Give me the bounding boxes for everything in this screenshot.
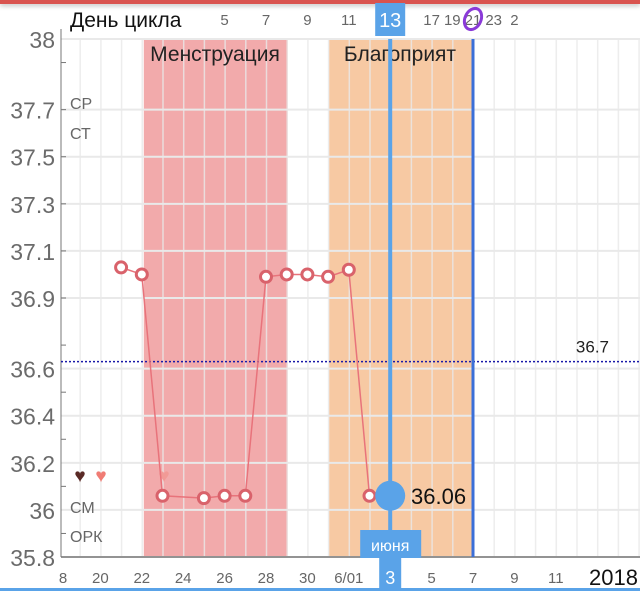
side-label-cm: СМ xyxy=(70,500,95,517)
y-tick-label: 37.5 xyxy=(10,145,55,171)
y-tick-label: 36.2 xyxy=(10,451,55,477)
temperature-point[interactable] xyxy=(300,267,315,282)
x-tick-label: 5 xyxy=(427,570,435,587)
side-label-ct: СТ xyxy=(70,126,91,143)
cycle-day-label-19: 19 xyxy=(444,12,461,29)
x-tick-label: 6/01 xyxy=(334,570,363,587)
y-tick-label: 37.3 xyxy=(10,192,55,218)
year-label: 2018 xyxy=(589,565,638,590)
x-tick-label: 22 xyxy=(133,570,150,587)
x-tick-label: 24 xyxy=(175,570,192,587)
y-tick-label: 36.4 xyxy=(10,404,55,430)
x-tick-label: 26 xyxy=(216,570,233,587)
x-tick-label: 30 xyxy=(299,570,316,587)
temperature-point[interactable] xyxy=(217,488,232,503)
x-tick-label: 9 xyxy=(510,570,518,587)
x-tick-label: 8 xyxy=(59,570,67,587)
cycle-day-label-17: 17 xyxy=(423,12,440,29)
cycle-day-label-9: 9 xyxy=(303,12,311,29)
temperature-point[interactable] xyxy=(238,488,253,503)
y-tick-label: 36.6 xyxy=(10,357,55,383)
y-tick-label: 35.8 xyxy=(10,545,55,571)
top-accent-bar xyxy=(0,0,640,4)
y-tick-label: 36 xyxy=(29,498,55,524)
bottom-accent-bar xyxy=(0,588,640,591)
x-tick-label: 28 xyxy=(258,570,275,587)
y-tick-label: 36.9 xyxy=(10,286,55,312)
selected-day-line[interactable] xyxy=(388,39,393,591)
heart-icon: ♥ xyxy=(158,466,169,487)
temperature-point[interactable] xyxy=(114,260,129,275)
cycle-day-label-5: 5 xyxy=(220,12,228,29)
cycle-day-label-2: 2 xyxy=(510,12,518,29)
x-tick-label: 11 xyxy=(548,570,564,587)
cycle-day-label-7: 7 xyxy=(262,12,270,29)
temperature-point[interactable] xyxy=(279,267,294,282)
temperature-point[interactable] xyxy=(196,491,211,506)
temperature-point[interactable] xyxy=(259,269,273,284)
x-tick-label: 20 xyxy=(92,570,109,587)
selected-cycle-day: 13 xyxy=(379,10,401,32)
cycle-day-label: День цикла xyxy=(70,9,182,32)
menstruation-label: Менструация xyxy=(150,43,280,66)
selected-month-badge xyxy=(360,530,422,558)
temperature-point[interactable] xyxy=(341,262,356,277)
heart-icon: ♥ xyxy=(74,466,85,487)
selected-month: июня xyxy=(371,538,409,555)
selected-point[interactable] xyxy=(375,480,406,511)
y-tick-label: 37.1 xyxy=(10,239,55,265)
cycle-day-label-11: 11 xyxy=(341,12,357,29)
y-tick-label: 38 xyxy=(29,27,55,53)
temperature-point[interactable] xyxy=(155,488,170,503)
y-tick-label: 37.7 xyxy=(10,98,55,124)
fertile-label: Благоприят xyxy=(344,43,457,66)
selected-day-badge[interactable] xyxy=(379,557,402,591)
coverline-label: 36.7 xyxy=(576,338,609,357)
side-label-cp: СР xyxy=(70,96,92,113)
ovulation-line xyxy=(471,39,475,557)
temperature-point[interactable] xyxy=(321,269,336,284)
heart-icon: ♥ xyxy=(95,466,106,487)
selected-value: 36.06 xyxy=(411,484,466,509)
x-tick-label: 7 xyxy=(469,570,477,587)
selected-cycle-day-badge[interactable] xyxy=(375,3,406,36)
side-label-opk: ОРК xyxy=(70,529,103,546)
temperature-point[interactable] xyxy=(362,488,377,503)
selected-day: 3 xyxy=(385,568,395,588)
ovulation-icon xyxy=(462,6,484,32)
temperature-point[interactable] xyxy=(134,267,149,282)
cycle-day-label-23: 23 xyxy=(485,12,502,29)
